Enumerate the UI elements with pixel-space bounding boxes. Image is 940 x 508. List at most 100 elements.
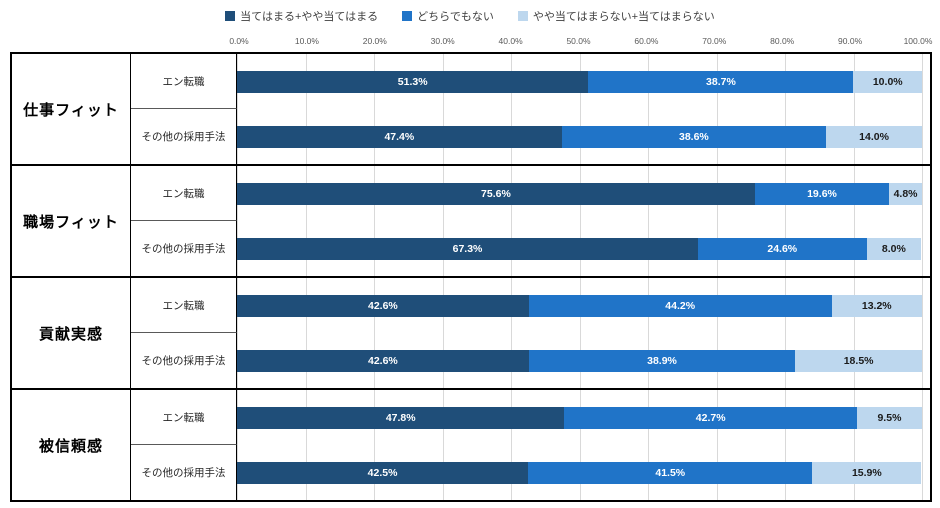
legend-label: 当てはまる+やや当てはまる <box>240 11 379 23</box>
axis-tick-label: 10.0% <box>294 36 319 46</box>
axis-tick-label: 90.0% <box>838 36 863 46</box>
plot-area: 42.6% 38.9% 18.5% <box>237 333 930 388</box>
plot-inner: 42.5% 41.5% 15.9% <box>237 445 923 500</box>
bar-segment: 38.9% <box>528 349 796 372</box>
row-label: その他の採用手法 <box>131 445 237 500</box>
bar-segment-label: 42.5% <box>367 466 398 479</box>
bar-segment-label: 19.6% <box>807 187 837 200</box>
gridline <box>922 278 923 333</box>
bar-segment-label: 13.2% <box>861 299 892 312</box>
bar-row: エン転職 42.6% 44.2% 13.2% <box>131 278 930 333</box>
stacked-bar: 42.6% 38.9% 18.5% <box>237 349 922 372</box>
row-label: エン転職 <box>131 278 237 333</box>
bar-segment-label: 41.5% <box>655 466 686 479</box>
category-label: 貢献実感 <box>12 278 131 388</box>
bar-segment-label: 15.9% <box>851 466 882 479</box>
plot-inner: 75.6% 19.6% 4.8% <box>237 166 923 221</box>
gridline <box>922 109 923 164</box>
bar-segment: 14.0% <box>826 125 922 148</box>
bar-segment: 44.2% <box>528 294 832 317</box>
plot-inner: 47.8% 42.7% 9.5% <box>237 390 923 445</box>
bar-segment-label: 42.7% <box>695 411 726 424</box>
bar-segment: 8.0% <box>866 237 922 260</box>
row-label: その他の採用手法 <box>131 109 237 164</box>
stacked-bar: 75.6% 19.6% 4.8% <box>237 182 922 205</box>
bar-segment-label: 8.0% <box>881 242 906 255</box>
category-rows: エン転職 42.6% 44.2% 13.2% その他の採用手法 42.6% 38.9% 18.… <box>131 278 930 388</box>
category-rows: エン転職 51.3% 38.7% 10.0% その他の採用手法 47.4% 38.6% 14.… <box>131 54 930 164</box>
axis-tick-label: 100.0% <box>903 36 933 46</box>
stacked-bar: 67.3% 24.6% 8.0% <box>237 237 922 260</box>
axis-tick-label: 0.0% <box>229 36 249 46</box>
bar-segment-label: 38.6% <box>679 130 709 143</box>
stacked-bar: 42.5% 41.5% 15.9% <box>237 461 922 484</box>
bar-segment: 42.5% <box>237 461 529 484</box>
category-group: 貢献実感 エン転職 42.6% 44.2% 13.2% その他の採用手法 42.6% 38.9… <box>12 276 930 388</box>
bar-segment: 19.6% <box>754 182 890 205</box>
plot-area: 51.3% 38.7% 10.0% <box>237 54 930 109</box>
bar-segment: 9.5% <box>856 406 922 429</box>
bar-row: エン転職 51.3% 38.7% 10.0% <box>131 54 930 109</box>
category-group: 被信頼感 エン転職 47.8% 42.7% 9.5% その他の採用手法 42.5% 41.5%… <box>12 388 930 500</box>
category-group: 職場フィット エン転職 75.6% 19.6% 4.8% その他の採用手法 67.3% 24.… <box>12 164 930 276</box>
plot-area: 42.5% 41.5% 15.9% <box>237 445 930 500</box>
bar-segment: 10.0% <box>853 70 922 93</box>
axis-tick-label: 30.0% <box>430 36 455 46</box>
bar-segment: 38.7% <box>588 70 854 93</box>
stacked-bar: 47.8% 42.7% 9.5% <box>237 406 922 429</box>
bar-segment: 41.5% <box>528 461 813 484</box>
bar-segment: 47.4% <box>237 125 562 148</box>
category-rows: エン転職 75.6% 19.6% 4.8% その他の採用手法 67.3% 24.6% 8.0% <box>131 166 930 276</box>
bar-row: エン転職 47.8% 42.7% 9.5% <box>131 390 930 445</box>
bar-segment-label: 67.3% <box>452 242 483 255</box>
bar-segment: 4.8% <box>889 182 922 205</box>
legend-swatch <box>225 11 236 21</box>
stacked-bar: 47.4% 38.6% 14.0% <box>237 125 922 148</box>
bar-row: エン転職 75.6% 19.6% 4.8% <box>131 166 930 221</box>
plot-inner: 42.6% 44.2% 13.2% <box>237 278 923 333</box>
bar-segment: 51.3% <box>237 70 589 93</box>
bar-segment-label: 42.6% <box>368 299 398 312</box>
plot-area: 42.6% 44.2% 13.2% <box>237 278 930 333</box>
category-label: 職場フィット <box>12 166 131 276</box>
bar-segment: 15.9% <box>812 461 922 484</box>
stacked-bar: 42.6% 44.2% 13.2% <box>237 294 922 317</box>
legend-item: 当てはまる+やや当てはまる <box>225 8 378 24</box>
category-group: 仕事フィット エン転職 51.3% 38.7% 10.0% その他の採用手法 47.4% 38… <box>12 54 930 164</box>
category-label: 仕事フィット <box>12 54 131 164</box>
stacked-bar: 51.3% 38.7% 10.0% <box>237 70 922 93</box>
row-label: エン転職 <box>131 54 237 109</box>
legend-item: やや当てはまらない+当てはまらない <box>517 8 715 24</box>
bar-segment-label: 38.9% <box>647 354 677 367</box>
plot-area: 47.8% 42.7% 9.5% <box>237 390 930 445</box>
gridline <box>922 445 923 500</box>
bar-segment: 42.6% <box>237 349 529 372</box>
bar-segment-label: 14.0% <box>859 130 889 143</box>
bar-segment-label: 44.2% <box>665 299 696 312</box>
bar-segment: 38.6% <box>561 125 827 148</box>
bar-segment-label: 4.8% <box>893 187 918 200</box>
gridline <box>922 333 923 388</box>
bar-segment-label: 47.4% <box>384 130 415 143</box>
legend: 当てはまる+やや当てはまる どちらでもない やや当てはまらない+当てはまらない <box>0 8 940 24</box>
bar-segment-label: 51.3% <box>397 75 428 88</box>
bar-row: その他の採用手法 42.6% 38.9% 18.5% <box>131 333 930 388</box>
row-label: エン転職 <box>131 166 237 221</box>
category-rows: エン転職 47.8% 42.7% 9.5% その他の採用手法 42.5% 41.5% 15.9… <box>131 390 930 500</box>
axis-tick-label: 40.0% <box>498 36 523 46</box>
axis-tick-label: 20.0% <box>362 36 387 46</box>
bar-segment-label: 47.8% <box>385 411 416 424</box>
bar-segment: 42.7% <box>564 406 857 429</box>
bar-segment: 75.6% <box>237 182 755 205</box>
legend-label: やや当てはまらない+当てはまらない <box>532 11 715 23</box>
plot-inner: 42.6% 38.9% 18.5% <box>237 333 923 388</box>
bar-segment-label: 42.6% <box>368 354 398 367</box>
bar-segment: 42.6% <box>237 294 529 317</box>
plot-inner: 47.4% 38.6% 14.0% <box>237 109 923 164</box>
gridline <box>922 221 923 276</box>
axis-tick-label: 70.0% <box>702 36 727 46</box>
bar-segment: 13.2% <box>831 294 922 317</box>
plot-area: 67.3% 24.6% 8.0% <box>237 221 930 276</box>
axis-tick-label: 80.0% <box>770 36 795 46</box>
legend-swatch <box>402 11 413 21</box>
